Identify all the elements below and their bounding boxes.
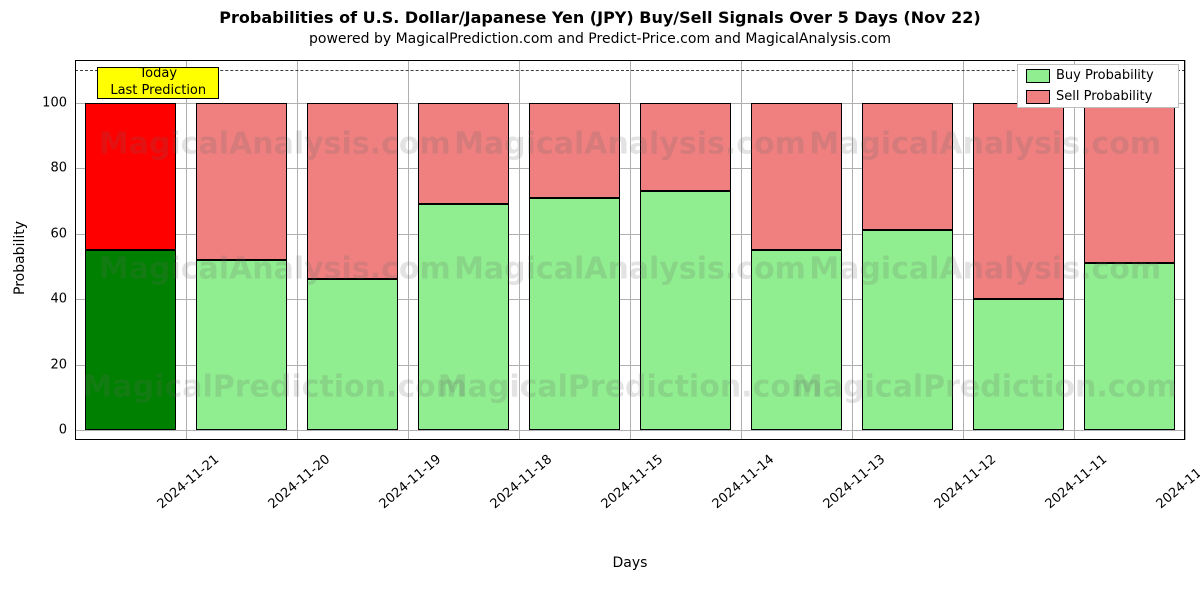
ytick-label: 0 xyxy=(25,423,67,438)
ytick-label: 40 xyxy=(25,292,67,307)
legend-label: Sell Probability xyxy=(1056,89,1152,104)
yaxis-label: Probability xyxy=(12,221,28,295)
xtick-label: 2024-11-11 xyxy=(1042,452,1110,512)
chart-area: 0 20 40 60 80 100 2024-11-21 2024-11-20 2024-11-… xyxy=(0,0,1200,600)
xtick-label: 2024-11-18 xyxy=(487,452,555,512)
ytick-label: 80 xyxy=(25,161,67,176)
ytick-label: 20 xyxy=(25,357,67,372)
legend-swatch xyxy=(1026,90,1050,104)
xtick-label: 2024-11-13 xyxy=(820,452,888,512)
xtick-label: 2024-11-15 xyxy=(598,452,666,512)
xtick-label: 2024-11-21 xyxy=(154,452,222,512)
legend: Buy Probability Sell Probability xyxy=(1017,64,1179,108)
legend-item: Sell Probability xyxy=(1018,86,1178,107)
xtick-label: 2024-11-20 xyxy=(265,452,333,512)
ytick-label: 60 xyxy=(25,226,67,241)
ytick-label: 100 xyxy=(25,95,67,110)
xtick-label: 2024-11-12 xyxy=(931,452,999,512)
legend-label: Buy Probability xyxy=(1056,68,1154,83)
xtick-label: 2024-11-14 xyxy=(709,452,777,512)
xtick-label: 2024-11-08 xyxy=(1153,452,1200,512)
xaxis-label: Days xyxy=(613,555,648,571)
legend-item: Buy Probability xyxy=(1018,65,1178,86)
xtick-label: 2024-11-19 xyxy=(376,452,444,512)
gridline-x xyxy=(1185,60,1186,440)
plot-frame xyxy=(75,60,1185,440)
legend-swatch xyxy=(1026,69,1050,83)
